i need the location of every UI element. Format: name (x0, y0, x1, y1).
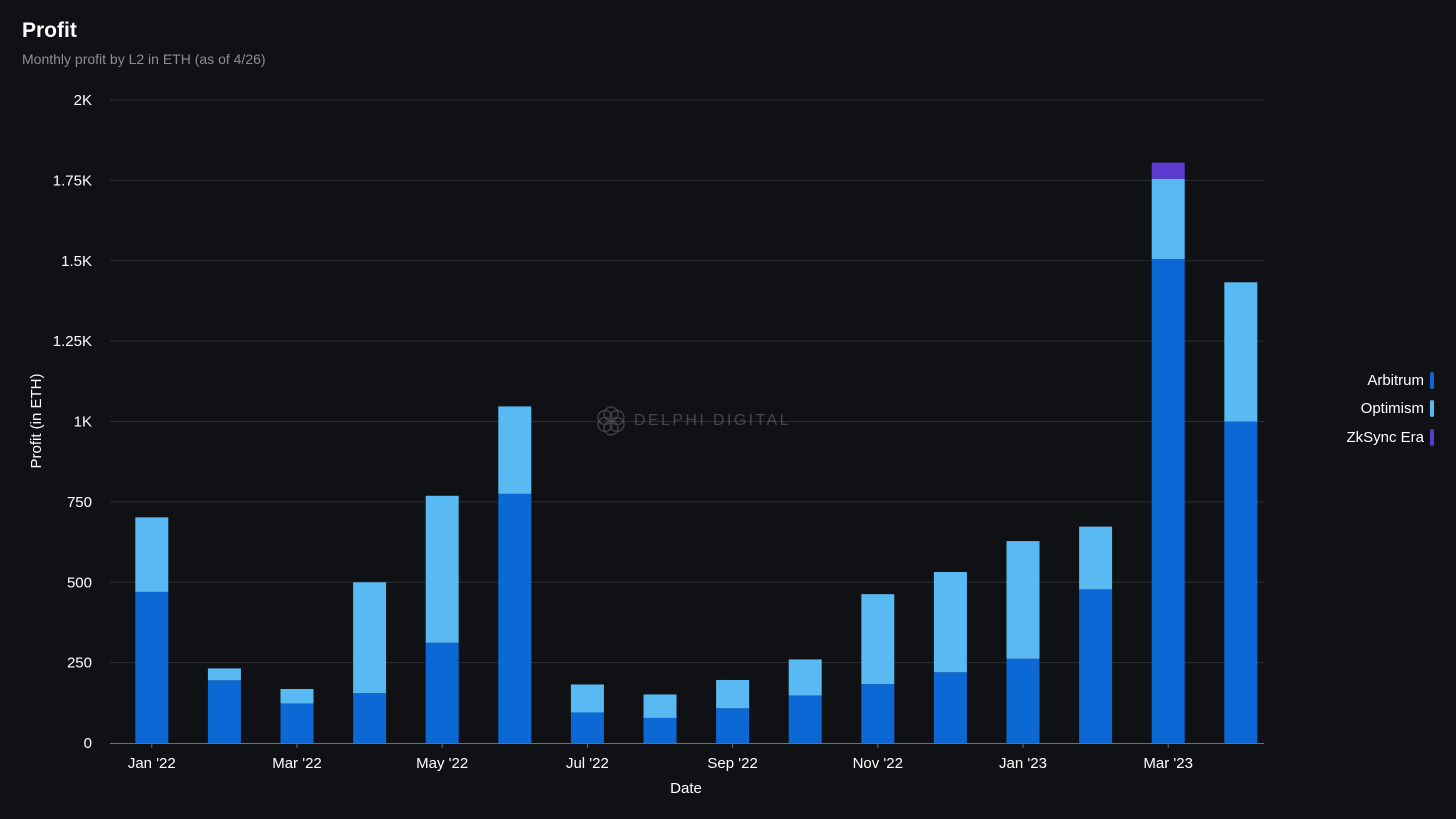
x-axis-label: Date (670, 780, 702, 797)
delphi-logo-icon (597, 406, 625, 436)
bar-segment[interactable] (570, 684, 604, 713)
legend-swatch-zksync-era (1430, 428, 1434, 446)
bar-segment[interactable] (353, 582, 387, 694)
x-tick-label: Mar '22 (272, 755, 322, 772)
bar-segment[interactable] (716, 708, 750, 743)
watermark-text: DELPHI DIGITAL (634, 412, 791, 429)
bar-segment[interactable] (1224, 282, 1258, 422)
bar-segment[interactable] (643, 694, 677, 718)
y-tick-label: 250 (67, 655, 92, 672)
bar-segment[interactable] (280, 688, 314, 704)
legend-label-zksync-era: ZkSync Era (1346, 428, 1424, 446)
y-tick-label: 0 (84, 735, 92, 752)
x-tick-label: Mar '23 (1143, 755, 1193, 772)
y-tick-label: 1.25K (53, 333, 92, 350)
y-tick-label: 1.5K (61, 253, 92, 270)
bar-segment[interactable] (643, 717, 677, 743)
bar-segment[interactable] (207, 668, 241, 681)
y-axis-label: Profit (in ETH) (28, 373, 45, 468)
bar-segment[interactable] (1151, 178, 1185, 260)
bar-segment[interactable] (498, 406, 532, 494)
y-tick-label: 1K (74, 414, 92, 431)
y-tick-labels: 0 250 500 750 1K 1.25K 1.5K 1.75K 2K (53, 92, 92, 752)
legend-swatch-arbitrum (1430, 371, 1434, 389)
bar-segment[interactable] (1079, 589, 1113, 743)
bar-segment[interactable] (716, 679, 750, 709)
bar-segment[interactable] (280, 703, 314, 743)
x-tick-label: Jan '22 (128, 755, 176, 772)
x-tick-labels: Jan '22 Mar '22 May '22 Jul '22 Sep '22 Nov '… (128, 743, 1193, 772)
bar-segment[interactable] (788, 695, 822, 743)
bar-segment[interactable] (425, 495, 459, 643)
bar-segment[interactable] (570, 712, 604, 743)
bar-segment[interactable] (861, 594, 895, 685)
chart-subtitle: Monthly profit by L2 in ETH (as of 4/26) (22, 51, 266, 67)
y-tick-label: 750 (67, 494, 92, 511)
bar-segment[interactable] (1151, 162, 1185, 179)
legend-label-optimism: Optimism (1360, 400, 1424, 418)
bar-segment[interactable] (933, 571, 967, 673)
bar-segment[interactable] (1006, 541, 1040, 659)
legend-label-arbitrum: Arbitrum (1367, 371, 1424, 389)
x-tick-label: Jan '23 (999, 755, 1047, 772)
watermark: DELPHI DIGITAL (594, 404, 791, 438)
bar-segment[interactable] (861, 684, 895, 743)
bar-segment[interactable] (353, 693, 387, 743)
legend-item-zksync-era[interactable]: ZkSync Era (1346, 423, 1434, 452)
legend-item-optimism[interactable]: Optimism (1346, 395, 1434, 424)
bar-segment[interactable] (933, 672, 967, 743)
bar-segment[interactable] (207, 680, 241, 743)
bar-segment[interactable] (135, 591, 169, 743)
legend: Arbitrum Optimism ZkSync Era (1346, 366, 1434, 452)
bar-segment[interactable] (1151, 259, 1185, 743)
bar-segment[interactable] (135, 517, 169, 592)
x-tick-label: Jul '22 (566, 755, 609, 772)
chart-title: Profit (22, 19, 77, 42)
bar-segment[interactable] (1224, 421, 1258, 744)
x-tick-label: Nov '22 (853, 755, 903, 772)
bar-segment[interactable] (1079, 526, 1113, 590)
grid-lines (110, 99, 1264, 744)
bar-segment[interactable] (425, 642, 459, 743)
y-tick-label: 2K (74, 92, 92, 109)
y-tick-label: 1.75K (53, 172, 92, 189)
legend-item-arbitrum[interactable]: Arbitrum (1346, 366, 1434, 395)
bar-segment[interactable] (1006, 658, 1040, 743)
x-tick-label: May '22 (416, 755, 468, 772)
bar-segment[interactable] (498, 493, 532, 743)
x-tick-label: Sep '22 (707, 755, 757, 772)
y-tick-label: 500 (67, 574, 92, 591)
bar-segment[interactable] (788, 659, 822, 696)
bars (135, 162, 1258, 744)
legend-swatch-optimism (1430, 400, 1434, 418)
